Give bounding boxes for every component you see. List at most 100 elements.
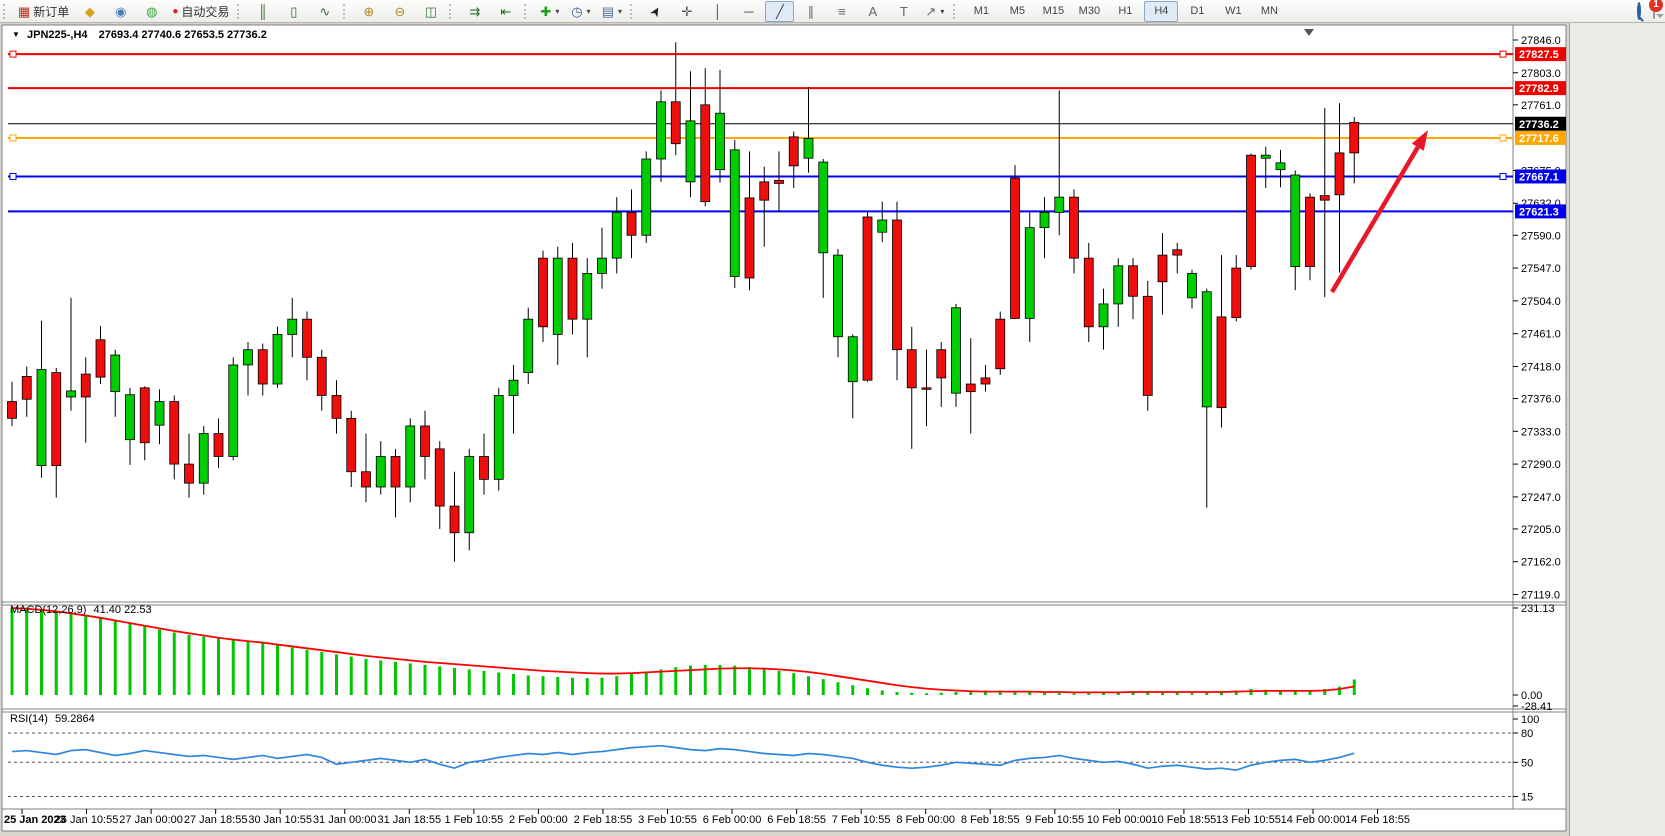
line-handle[interactable] bbox=[9, 134, 17, 142]
chart-shift-button[interactable]: ⇤ bbox=[491, 1, 520, 22]
timeframe-m5-button[interactable]: M5 bbox=[1009, 5, 1026, 17]
timeframe-m30-button[interactable]: M30 bbox=[1078, 5, 1101, 17]
svg-text:27 Jan 18:55: 27 Jan 18:55 bbox=[184, 814, 248, 826]
svg-text:2 Feb 18:55: 2 Feb 18:55 bbox=[574, 814, 633, 826]
line-chart-icon: ∿ bbox=[319, 3, 331, 19]
zoom-in-button[interactable]: ⊕ bbox=[354, 1, 383, 22]
gold-icon: ◆ bbox=[84, 3, 95, 19]
svg-text:13 Feb 10:55: 13 Feb 10:55 bbox=[1216, 814, 1281, 826]
horizontal-line-tool-button[interactable]: ─ bbox=[734, 1, 763, 22]
line-handle[interactable] bbox=[1499, 50, 1507, 58]
templates-button[interactable]: ▤ ▾ bbox=[597, 1, 626, 22]
line-handle[interactable] bbox=[9, 50, 17, 58]
svg-text:231.13: 231.13 bbox=[1521, 603, 1555, 615]
new-order-button[interactable]: ▦ 新订单 bbox=[14, 1, 73, 22]
line-handle[interactable] bbox=[1499, 134, 1507, 142]
price-badge-27621.3: 27621.3 bbox=[1519, 206, 1559, 218]
zoom-out-button[interactable]: ⊖ bbox=[385, 1, 414, 22]
gold-button[interactable]: ◆ bbox=[75, 1, 104, 22]
accounts-icon: ◉ bbox=[115, 3, 127, 19]
text-icon: A bbox=[868, 3, 878, 19]
auto-scroll-button[interactable]: ⇉ bbox=[460, 1, 489, 22]
accounts-button[interactable]: ◉ bbox=[106, 1, 135, 22]
line-handle[interactable] bbox=[1499, 172, 1507, 180]
svg-text:3 Feb 10:55: 3 Feb 10:55 bbox=[638, 814, 697, 826]
fibonacci-icon: ≡ bbox=[838, 3, 846, 19]
search-button[interactable] bbox=[1637, 2, 1641, 20]
svg-text:50: 50 bbox=[1521, 757, 1533, 769]
chart-title: ▼ JPN225-,H4 27693.4 27740.6 27653.5 277… bbox=[12, 29, 267, 41]
svg-text:10 Feb 18:55: 10 Feb 18:55 bbox=[1151, 814, 1216, 826]
autotrading-icon: ● bbox=[172, 5, 179, 17]
timeframe-mn-button[interactable]: MN bbox=[1260, 5, 1278, 17]
arrows-icon: ↗ bbox=[925, 3, 937, 19]
text-label-tool-button[interactable]: T bbox=[889, 1, 918, 22]
price-badge-27736.2: 27736.2 bbox=[1519, 119, 1559, 131]
chart-menu-arrow-icon[interactable]: ▼ bbox=[12, 30, 20, 39]
search-icon bbox=[1637, 2, 1641, 20]
channel-tool-button[interactable]: ∥ bbox=[796, 1, 825, 22]
svg-text:27461.0: 27461.0 bbox=[1521, 329, 1561, 341]
zoom-in-icon: ⊕ bbox=[363, 3, 375, 19]
toolbar-grip bbox=[237, 3, 243, 19]
svg-text:27803.0: 27803.0 bbox=[1521, 68, 1561, 80]
timeframe-d1-button[interactable]: D1 bbox=[1190, 5, 1205, 17]
chart-shift-icon: ⇤ bbox=[500, 3, 512, 19]
svg-text:14 Feb 00:00: 14 Feb 00:00 bbox=[1281, 814, 1346, 826]
arrows-tool-button[interactable]: ↗ ▾ bbox=[920, 1, 949, 22]
toolbar-grip bbox=[343, 3, 349, 19]
cursor-tool-button[interactable]: ➤ bbox=[641, 1, 670, 22]
svg-text:8 Feb 00:00: 8 Feb 00:00 bbox=[896, 814, 955, 826]
symbol-period-label: JPN225-,H4 bbox=[26, 29, 88, 41]
svg-text:27590.0: 27590.0 bbox=[1521, 230, 1561, 242]
text-tool-button[interactable]: A bbox=[858, 1, 887, 22]
svg-text:31 Jan 00:00: 31 Jan 00:00 bbox=[313, 814, 377, 826]
periods-button[interactable]: ◷ ▾ bbox=[566, 1, 595, 22]
vertical-line-tool-button[interactable]: │ bbox=[703, 1, 732, 22]
bar-chart-button[interactable]: ║ bbox=[248, 1, 277, 22]
notifications-button[interactable]: 1 bbox=[1649, 0, 1663, 19]
svg-text:27 Jan 00:00: 27 Jan 00:00 bbox=[119, 814, 183, 826]
svg-text:27205.0: 27205.0 bbox=[1521, 524, 1561, 536]
tile-windows-button[interactable]: ◫ bbox=[416, 1, 445, 22]
line-handle[interactable] bbox=[9, 172, 17, 180]
chevron-down-icon: ▾ bbox=[940, 6, 945, 16]
line-chart-button[interactable]: ∿ bbox=[310, 1, 339, 22]
autotrading-label: 自动交易 bbox=[181, 4, 230, 19]
candlestick-chart-button[interactable]: ▯ bbox=[279, 1, 308, 22]
svg-text:27418.0: 27418.0 bbox=[1521, 361, 1561, 373]
chart-shift-marker-icon[interactable] bbox=[1304, 29, 1314, 36]
svg-text:27547.0: 27547.0 bbox=[1521, 263, 1561, 275]
autotrading-button[interactable]: ● 自动交易 bbox=[168, 1, 233, 22]
svg-text:27247.0: 27247.0 bbox=[1521, 492, 1561, 504]
timeframe-m1-button[interactable]: M1 bbox=[973, 5, 990, 17]
trendline-icon: ╱ bbox=[775, 3, 784, 19]
timeframe-w1-button[interactable]: W1 bbox=[1225, 5, 1242, 17]
workspace-empty-area bbox=[1569, 22, 1665, 836]
signal-button[interactable]: ◍ bbox=[137, 1, 166, 22]
notification-badge: 1 bbox=[1649, 0, 1663, 12]
svg-text:8 Feb 18:55: 8 Feb 18:55 bbox=[961, 814, 1020, 826]
macd-signal-line bbox=[11, 607, 1355, 694]
timeframe-h1-button[interactable]: H1 bbox=[1118, 5, 1133, 17]
svg-text:7 Feb 10:55: 7 Feb 10:55 bbox=[832, 814, 891, 826]
candlestick-chart-icon: ▯ bbox=[290, 3, 298, 19]
fibonacci-tool-button[interactable]: ≡ bbox=[827, 1, 856, 22]
crosshair-tool-button[interactable]: ✛ bbox=[672, 1, 701, 22]
price-badge-27827.5: 27827.5 bbox=[1519, 49, 1559, 61]
timeframe-h4-button[interactable]: H4 bbox=[1144, 0, 1179, 22]
svg-text:100: 100 bbox=[1521, 714, 1539, 726]
price-badge-27667.1: 27667.1 bbox=[1519, 171, 1559, 183]
svg-text:27504.0: 27504.0 bbox=[1521, 296, 1561, 308]
trendline-tool-button[interactable]: ╱ bbox=[765, 0, 795, 22]
chevron-down-icon: ▾ bbox=[555, 6, 560, 16]
indicators-button[interactable]: ✚ ▾ bbox=[535, 1, 564, 22]
cursor-icon: ➤ bbox=[646, 2, 666, 20]
timeframe-m15-button[interactable]: M15 bbox=[1042, 5, 1065, 17]
svg-text:-28.41: -28.41 bbox=[1521, 701, 1552, 713]
price-badges: 27827.5 27782.9 27736.2 27717.6 27667.1 27621… bbox=[1515, 47, 1566, 219]
price-axis: 27846.027803.027761.027675.027632.027590… bbox=[1513, 35, 1561, 602]
